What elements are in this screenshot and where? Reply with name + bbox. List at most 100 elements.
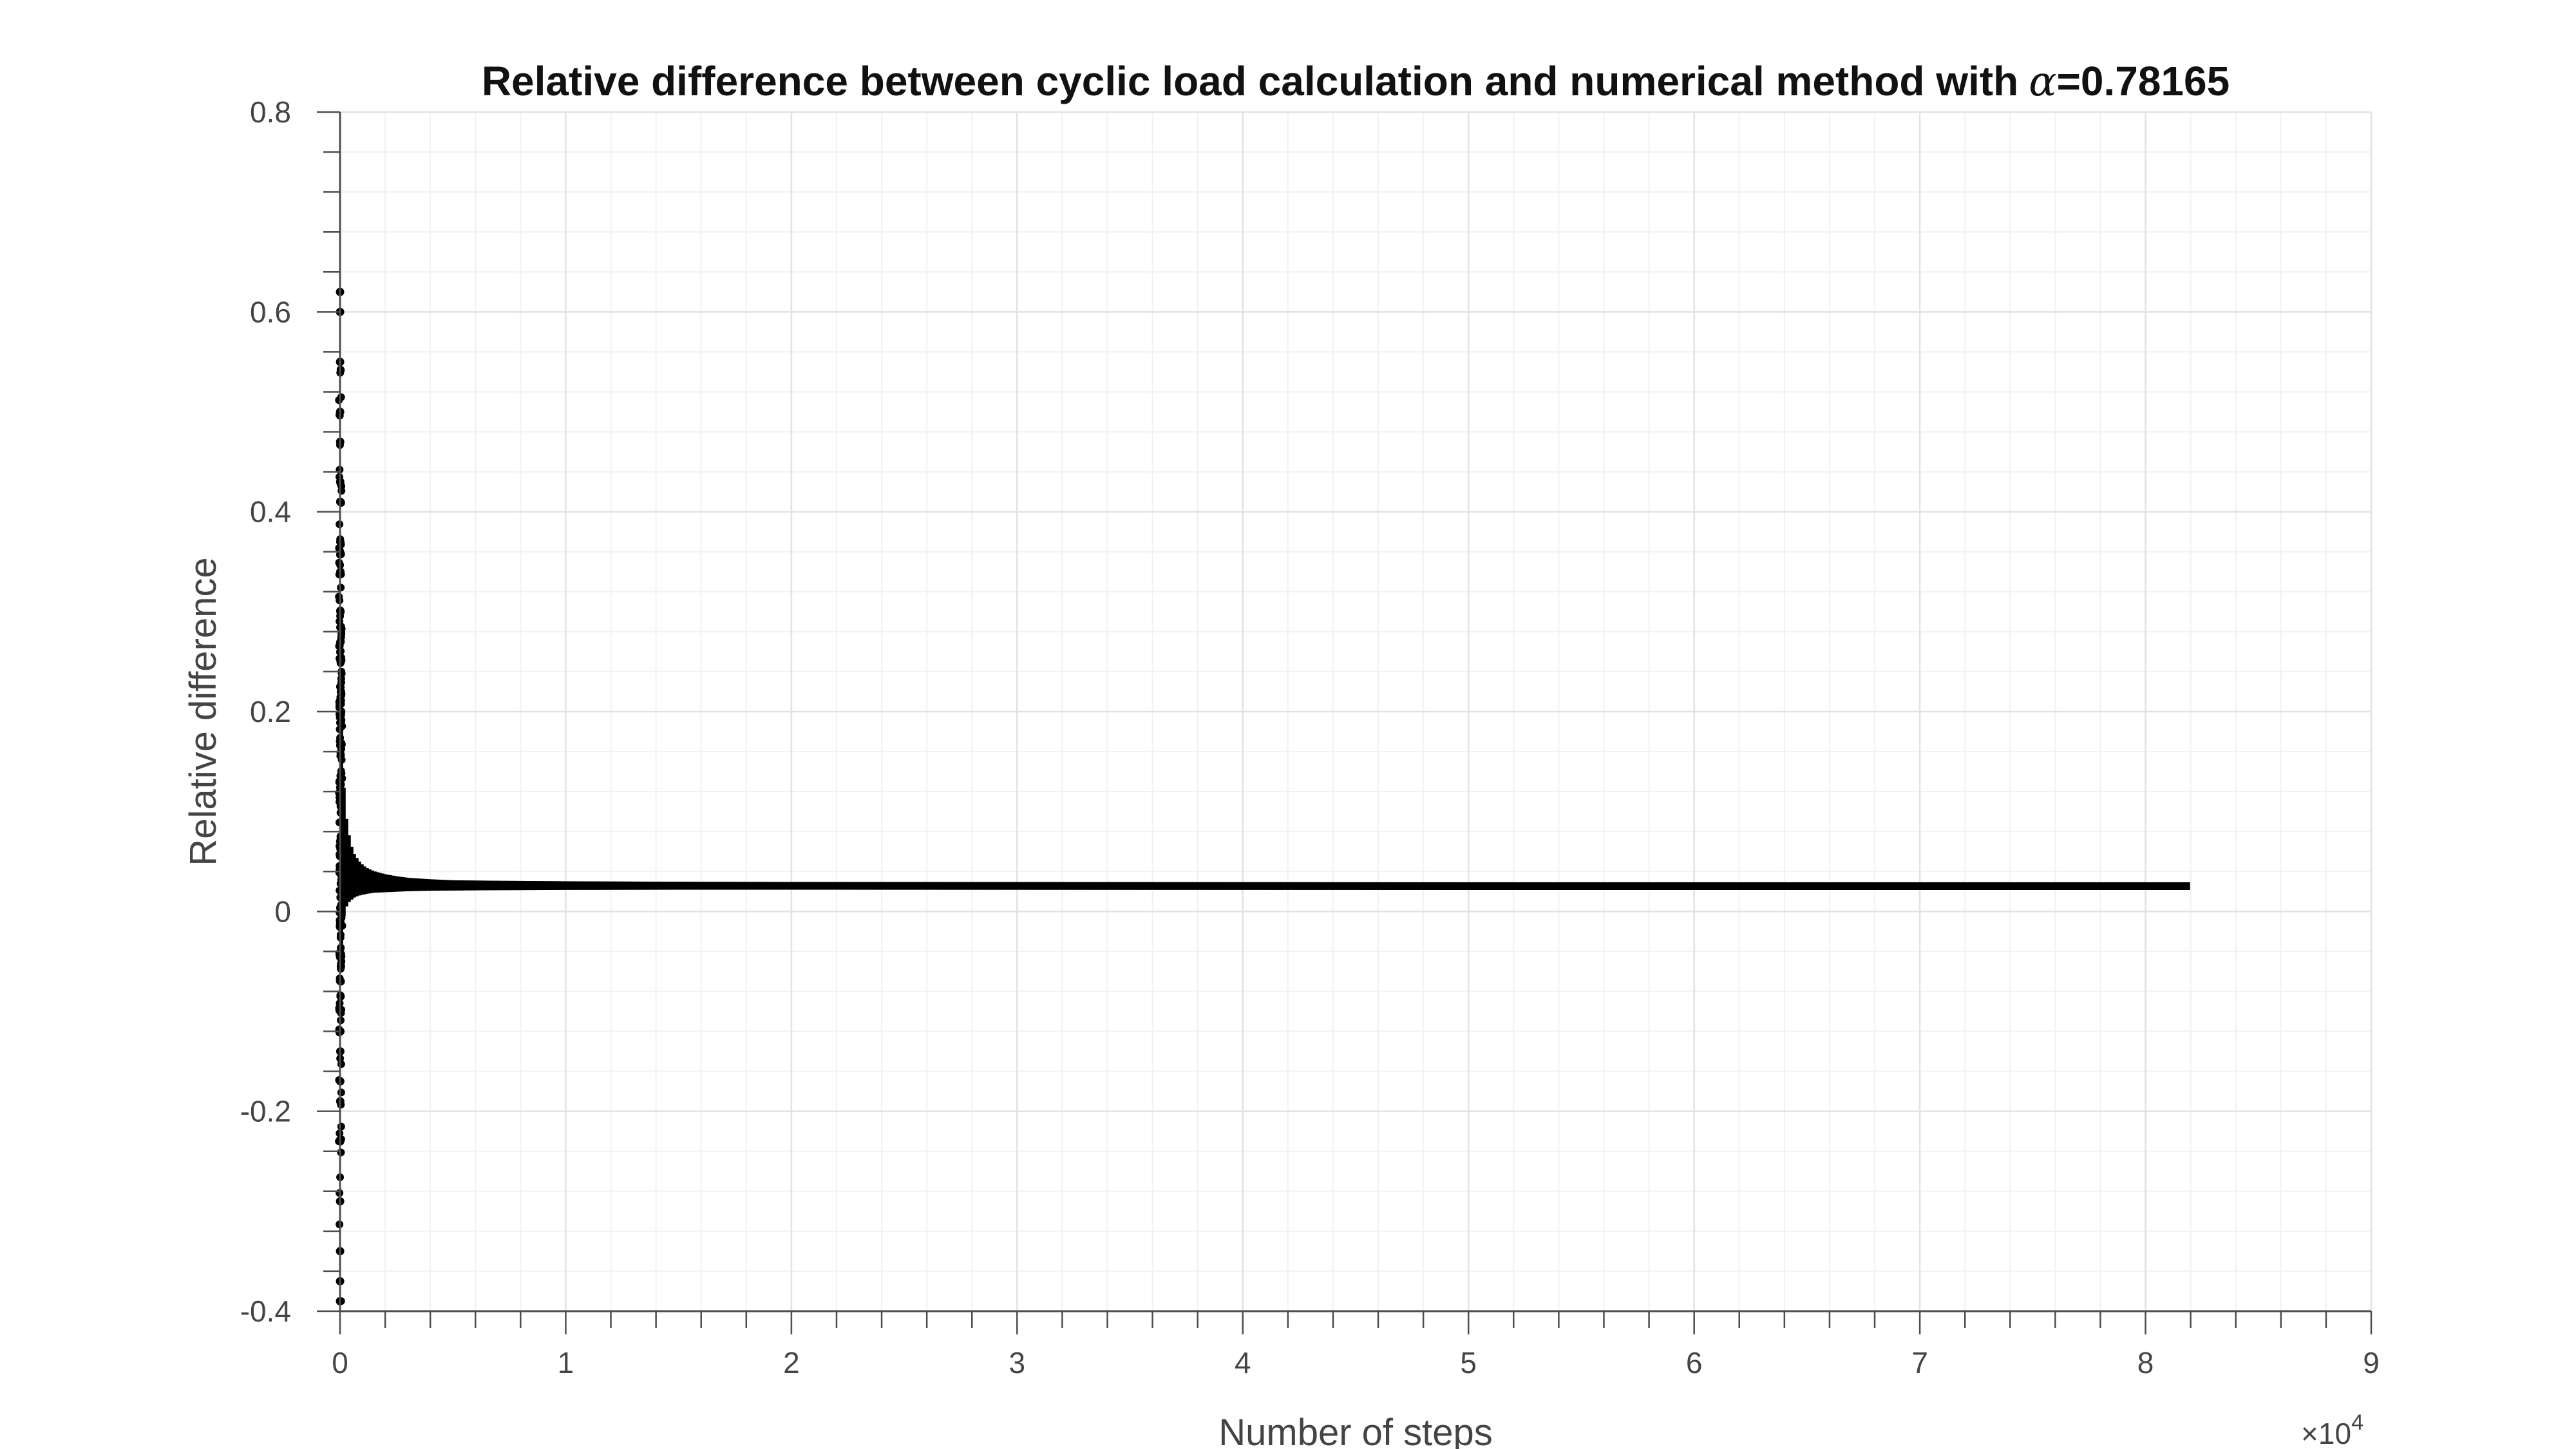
data-point bbox=[1511, 882, 1515, 890]
data-point bbox=[697, 882, 701, 890]
data-point bbox=[522, 880, 526, 891]
data-point bbox=[2083, 882, 2087, 890]
data-point bbox=[1421, 882, 1425, 890]
data-point bbox=[1101, 882, 1106, 890]
data-point bbox=[1792, 882, 1796, 890]
data-point bbox=[1696, 882, 1701, 890]
data-point bbox=[416, 878, 421, 891]
data-point bbox=[1920, 882, 1925, 890]
data-point bbox=[635, 881, 639, 890]
data-point bbox=[1253, 882, 1258, 890]
data-point bbox=[1833, 882, 1837, 890]
data-point bbox=[1949, 882, 1953, 890]
data-point bbox=[1864, 882, 1868, 890]
data-point bbox=[694, 882, 699, 890]
data-point bbox=[632, 881, 637, 890]
y-tick-label: -0.2 bbox=[240, 1095, 291, 1128]
data-point bbox=[2013, 882, 2018, 890]
data-point bbox=[1606, 882, 1611, 890]
data-point bbox=[1312, 882, 1317, 890]
data-point bbox=[1392, 882, 1397, 890]
data-point bbox=[1060, 882, 1065, 890]
data-point bbox=[643, 881, 647, 890]
data-point bbox=[1434, 882, 1438, 890]
data-point bbox=[1918, 882, 1922, 890]
data-point bbox=[1544, 882, 1549, 890]
data-point bbox=[1537, 882, 1541, 890]
data-point bbox=[1400, 882, 1405, 890]
data-point bbox=[681, 882, 686, 890]
data-point bbox=[1567, 882, 1572, 890]
data-point bbox=[1689, 882, 1693, 890]
data-point bbox=[1745, 882, 1750, 890]
data-point bbox=[831, 882, 835, 890]
data-point bbox=[1305, 882, 1309, 890]
data-point bbox=[707, 882, 712, 890]
data-point bbox=[777, 882, 781, 890]
data-point bbox=[2003, 882, 2007, 890]
data-point bbox=[591, 881, 596, 890]
data-point bbox=[1155, 882, 1160, 890]
data-point bbox=[1815, 882, 1819, 890]
data-point bbox=[1954, 882, 1958, 890]
data-point bbox=[1609, 882, 1613, 890]
data-point bbox=[833, 882, 838, 890]
data-point bbox=[1725, 882, 1729, 890]
data-point bbox=[1119, 882, 1124, 890]
data-point bbox=[1933, 882, 1938, 890]
x-tick-label: 2 bbox=[783, 1346, 800, 1379]
data-point bbox=[1351, 882, 1356, 890]
data-point bbox=[838, 882, 843, 890]
data-point bbox=[1240, 882, 1245, 890]
data-point bbox=[1029, 882, 1034, 890]
data-point bbox=[1794, 882, 1799, 890]
data-point bbox=[1367, 882, 1371, 890]
data-point bbox=[2031, 882, 2036, 890]
data-point bbox=[1565, 882, 1569, 890]
data-point bbox=[2021, 882, 2025, 890]
data-point bbox=[1423, 882, 1428, 890]
data-point bbox=[367, 869, 372, 894]
data-point bbox=[1135, 882, 1139, 890]
data-point bbox=[612, 881, 616, 890]
data-point bbox=[1191, 882, 1196, 890]
data-point bbox=[1480, 882, 1484, 890]
data-point bbox=[337, 1122, 345, 1131]
data-point bbox=[1160, 882, 1165, 890]
data-point bbox=[2034, 882, 2038, 890]
data-point bbox=[1385, 882, 1389, 890]
data-point bbox=[442, 880, 446, 891]
y-tick-label: 0 bbox=[274, 895, 291, 928]
data-point bbox=[1199, 882, 1204, 890]
data-point bbox=[1812, 882, 1817, 890]
data-point bbox=[553, 881, 557, 890]
data-point bbox=[1786, 882, 1791, 890]
data-point bbox=[1776, 882, 1781, 890]
data-point bbox=[337, 487, 346, 495]
data-point bbox=[2126, 882, 2131, 890]
data-point bbox=[2173, 882, 2177, 890]
data-point bbox=[648, 882, 652, 890]
data-point bbox=[1148, 882, 1152, 890]
data-point bbox=[1490, 882, 1495, 890]
data-point bbox=[2060, 882, 2064, 890]
data-point bbox=[2101, 882, 2105, 890]
data-point bbox=[1282, 882, 1286, 890]
data-point bbox=[1073, 882, 1077, 890]
data-point bbox=[1449, 882, 1454, 890]
data-point bbox=[488, 880, 493, 891]
data-point bbox=[516, 880, 521, 891]
data-point bbox=[2085, 882, 2090, 890]
data-point bbox=[2011, 882, 2015, 890]
data-point bbox=[954, 882, 959, 890]
data-point bbox=[1410, 882, 1415, 890]
data-point bbox=[1369, 882, 1374, 890]
data-point bbox=[2049, 882, 2054, 890]
data-point bbox=[759, 882, 763, 890]
data-point bbox=[2090, 882, 2095, 890]
data-point bbox=[1748, 882, 1752, 890]
data-point bbox=[1462, 882, 1466, 890]
data-point bbox=[1099, 882, 1103, 890]
data-point bbox=[1869, 882, 1873, 890]
data-point bbox=[1900, 882, 1904, 890]
